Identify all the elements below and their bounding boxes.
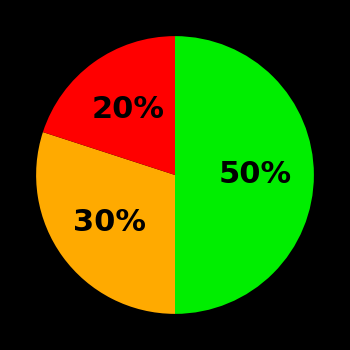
Wedge shape: [36, 132, 175, 314]
Text: 50%: 50%: [219, 161, 292, 189]
Wedge shape: [43, 36, 175, 175]
Wedge shape: [175, 36, 314, 314]
Text: 30%: 30%: [74, 208, 146, 237]
Text: 20%: 20%: [91, 95, 164, 124]
